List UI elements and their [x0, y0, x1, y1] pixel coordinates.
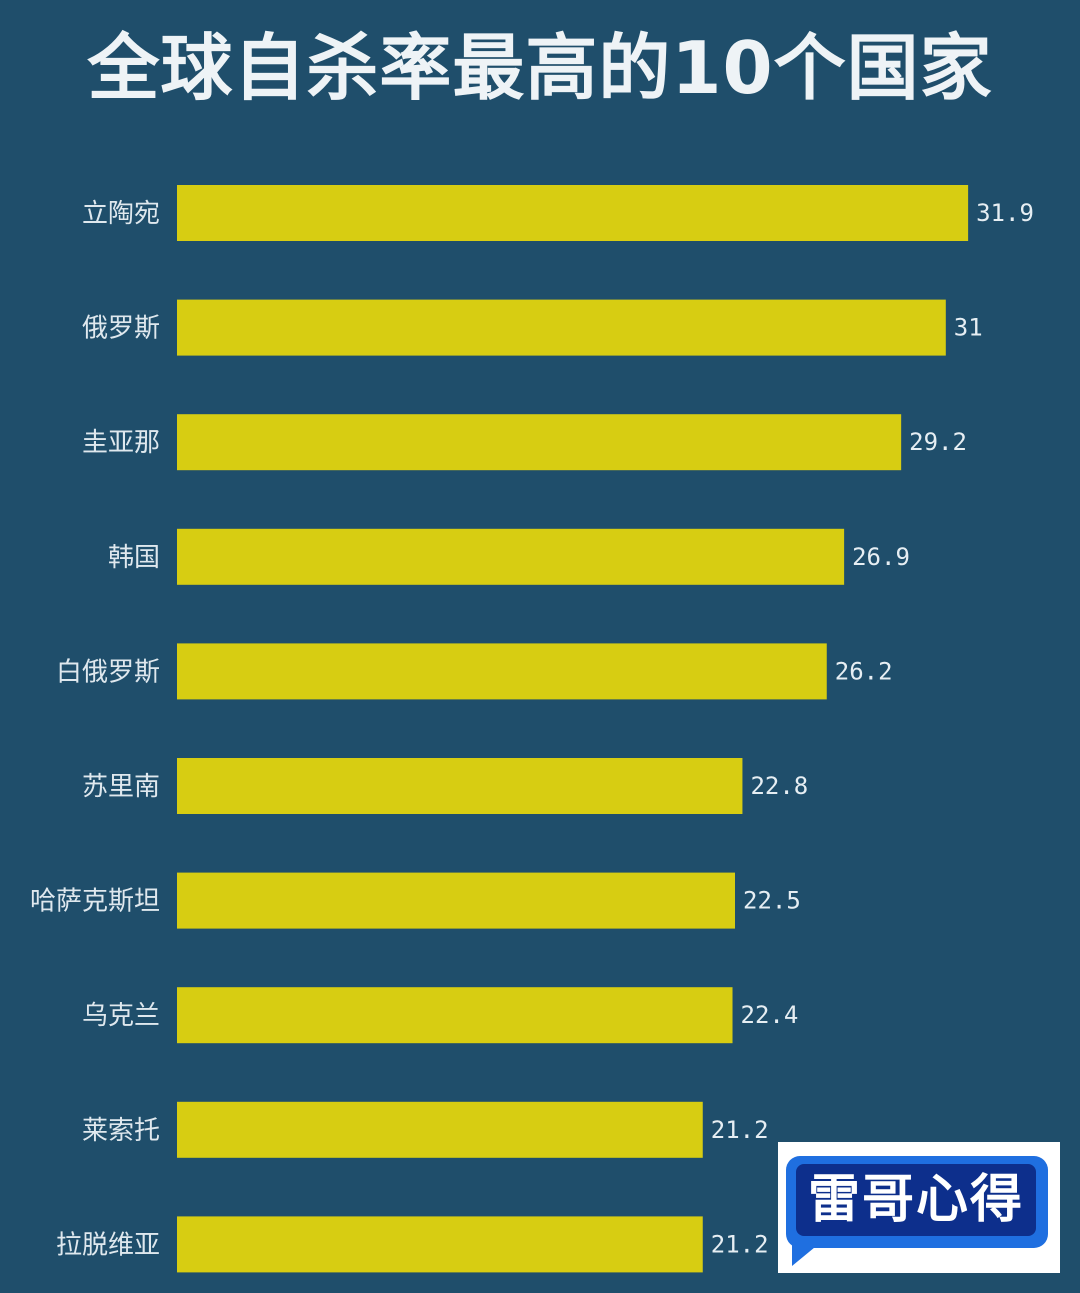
watermark-bubble-tail	[792, 1238, 826, 1266]
value-label-9: 21.2	[711, 1230, 769, 1258]
bars-layer	[177, 185, 969, 1273]
bar-2	[177, 414, 902, 471]
watermark-text: 雷哥心得	[796, 1164, 1036, 1236]
bar-6	[177, 872, 735, 929]
value-label-0: 31.9	[976, 199, 1034, 227]
category-label-6: 哈萨克斯坦	[30, 887, 160, 917]
value-label-2: 29.2	[909, 428, 967, 456]
category-label-8: 莱索托	[82, 1116, 160, 1146]
category-label-3: 韩国	[108, 543, 160, 573]
bar-0	[177, 185, 969, 241]
bar-5	[177, 758, 743, 814]
category-label-2: 圭亚那	[82, 428, 160, 458]
value-labels: 31.9 31 29.2 26.9 26.2 22.8 22.5 22.4 21.2 21.2	[711, 199, 1034, 1258]
category-label-7: 乌克兰	[82, 1001, 160, 1031]
bar-8	[177, 1101, 703, 1158]
bar-3	[177, 528, 845, 585]
value-label-1: 31	[954, 314, 983, 342]
category-label-5: 苏里南	[82, 772, 160, 802]
value-label-3: 26.9	[852, 543, 910, 571]
chart-title: 全球自杀率最高的10个国家	[87, 26, 993, 110]
watermark-logo: 雷哥心得	[778, 1142, 1060, 1273]
category-label-4: 白俄罗斯	[56, 657, 160, 687]
category-label-9: 拉脱维亚	[56, 1230, 160, 1260]
value-label-6: 22.5	[743, 887, 801, 915]
value-label-5: 22.8	[750, 772, 808, 800]
category-label-1: 俄罗斯	[82, 314, 160, 344]
bar-9	[177, 1216, 703, 1273]
value-label-7: 22.4	[741, 1001, 799, 1029]
value-label-8: 21.2	[711, 1116, 769, 1144]
bar-4	[177, 643, 827, 700]
bar-1	[177, 299, 946, 356]
value-label-4: 26.2	[835, 657, 893, 685]
category-label-0: 立陶宛	[82, 199, 160, 229]
bar-7	[177, 987, 733, 1044]
